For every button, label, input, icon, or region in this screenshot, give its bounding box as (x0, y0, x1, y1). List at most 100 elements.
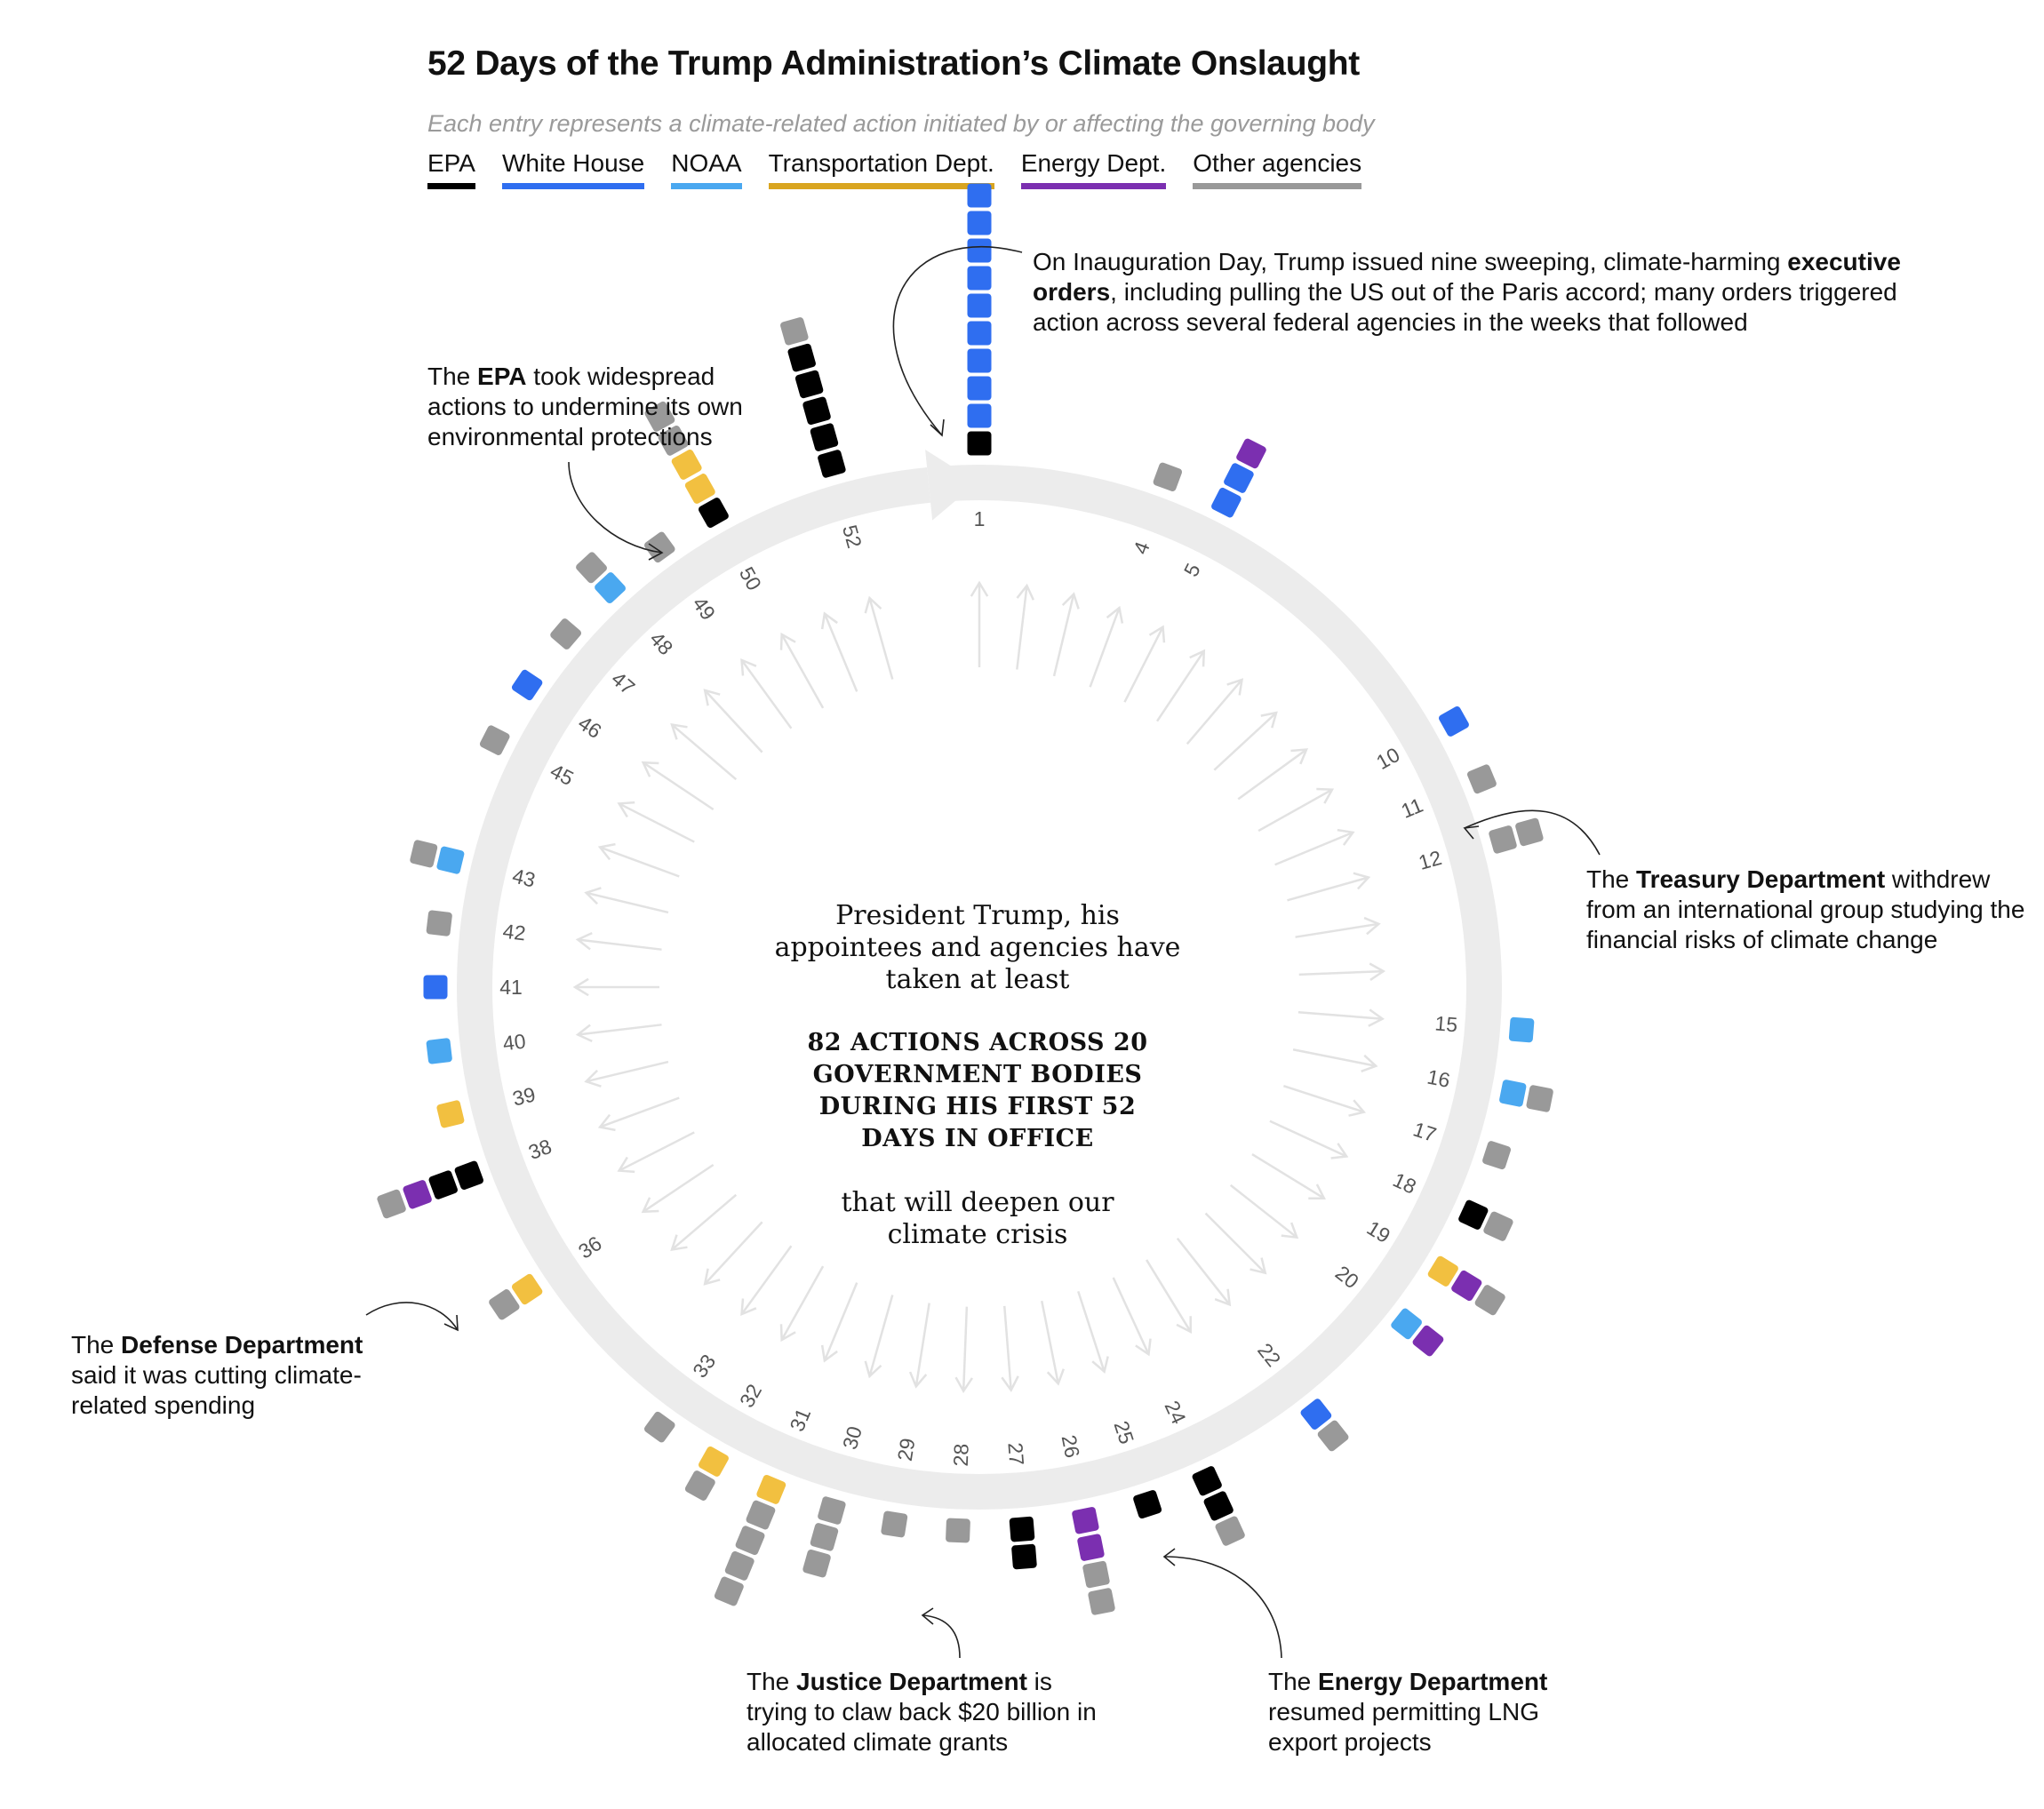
inner-arrow-head (617, 801, 635, 818)
inner-arrow (780, 634, 825, 709)
action-square-other (684, 1470, 715, 1501)
day-label: 25 (1110, 1418, 1139, 1446)
action-square-other (780, 317, 809, 346)
inner-arrow (1287, 876, 1369, 902)
action-square-dot (1427, 1255, 1458, 1287)
action-square-epa (1203, 1491, 1234, 1521)
inner-arrow-head (1348, 1099, 1367, 1117)
center-bottom-text: that will deepen our climate crisis (841, 1187, 1114, 1250)
action-square-wh (1439, 706, 1469, 737)
inner-arrow-head (1330, 1143, 1349, 1160)
connector-treasury-head (1463, 825, 1480, 840)
action-square-other (644, 531, 675, 563)
inner-arrow-head (703, 1268, 721, 1286)
inner-arrow-head (703, 689, 721, 706)
inner-arrow (586, 1060, 669, 1083)
inner-arrow-head (1369, 962, 1386, 981)
day-label: 30 (838, 1423, 866, 1452)
inner-arrow (1251, 1153, 1325, 1199)
inner-arrow (642, 761, 715, 811)
action-square-dot (756, 1475, 786, 1504)
action-square-dot (436, 1100, 465, 1128)
inner-arrow-head (1061, 592, 1080, 610)
inner-arrow-head (864, 595, 882, 614)
day-label: 4 (1129, 538, 1154, 557)
inner-arrow (914, 1303, 930, 1387)
inner-arrow-head (1106, 605, 1124, 624)
legend-item-transportation: Transportation Dept. (768, 149, 994, 189)
action-square-other (644, 1411, 675, 1443)
day-label: 29 (893, 1437, 920, 1462)
inner-arrow-head (584, 1069, 602, 1088)
action-square-other (410, 840, 438, 868)
inner-arrow (1298, 969, 1384, 976)
action-square-doe (403, 1180, 432, 1209)
day-label: 32 (735, 1380, 766, 1411)
connector-defense (365, 1302, 459, 1331)
day-ring (456, 450, 1502, 1510)
inner-arrow-head (1148, 625, 1166, 643)
action-square-doe (1077, 1534, 1105, 1561)
inner-arrow-head (1250, 1257, 1267, 1275)
inner-arrow-head (1189, 649, 1206, 667)
action-square-epa (1011, 1543, 1037, 1570)
inner-arrow (671, 1193, 738, 1251)
inner-arrow (1237, 748, 1307, 801)
connector-treasury (1464, 809, 1601, 856)
day-label: 27 (1003, 1442, 1028, 1467)
action-square-epa (787, 343, 816, 372)
inner-arrow-head (1316, 787, 1335, 804)
inner-arrow-head (584, 887, 602, 905)
day-label: 47 (607, 667, 639, 699)
day-label: 31 (785, 1405, 815, 1435)
inner-arrow (578, 938, 662, 951)
action-square-epa (818, 450, 846, 478)
legend: EPA White House NOAA Transportation Dept… (427, 149, 1362, 189)
inner-arrow-head (1001, 1375, 1019, 1392)
inner-arrow-head (670, 722, 688, 740)
action-square-other (1515, 817, 1544, 847)
inner-arrow (642, 1163, 715, 1213)
action-square-noaa (595, 572, 626, 604)
inner-arrow (619, 802, 695, 843)
action-square-epa (454, 1160, 484, 1191)
action-square-other (1467, 764, 1497, 794)
connector-epa-head (648, 543, 664, 561)
inner-arrow (1016, 586, 1028, 670)
inner-arrow (704, 689, 763, 753)
inner-arrow-head (1281, 1222, 1299, 1239)
inner-arrow-head (970, 580, 989, 597)
inner-arrow-head (740, 657, 757, 676)
action-square-other (818, 1496, 846, 1525)
annotation-connectors (365, 246, 1601, 1659)
day-label: 15 (1434, 1011, 1459, 1036)
annotation-inauguration: On Inauguration Day, Trump issued nine s… (1033, 248, 1901, 336)
day-label: 5 (1179, 560, 1205, 580)
inner-arrow (1229, 1183, 1298, 1239)
action-square-epa (428, 1170, 458, 1199)
inner-arrow (868, 1295, 894, 1377)
action-square-epa (810, 423, 839, 451)
inner-arrow (1077, 1290, 1106, 1373)
day-label: 28 (949, 1443, 973, 1467)
action-square-wh (1211, 487, 1242, 518)
day-label: 1 (974, 507, 986, 530)
chart-title: 52 Days of the Trump Administration’s Cl… (427, 44, 1360, 83)
inner-arrow-head (1308, 1183, 1326, 1199)
inner-arrow (740, 659, 793, 729)
inner-arrow-head (641, 761, 659, 777)
inner-arrow-head (1016, 583, 1034, 601)
connector-epa (568, 461, 663, 554)
inner-arrow (1292, 1048, 1377, 1067)
connector-justice (922, 1614, 961, 1659)
inner-arrow (823, 1282, 858, 1361)
day-label: 38 (525, 1135, 555, 1164)
inner-arrows (572, 580, 1386, 1394)
action-square-noaa (1391, 1308, 1422, 1340)
day-label: 42 (501, 920, 526, 945)
annotation-energy: The Energy Department resumed permitting… (1268, 1668, 1548, 1756)
connector-energy-head (1162, 1548, 1176, 1566)
action-square-other (810, 1523, 839, 1551)
action-square-epa (1458, 1199, 1489, 1230)
action-square-other (1317, 1420, 1349, 1452)
